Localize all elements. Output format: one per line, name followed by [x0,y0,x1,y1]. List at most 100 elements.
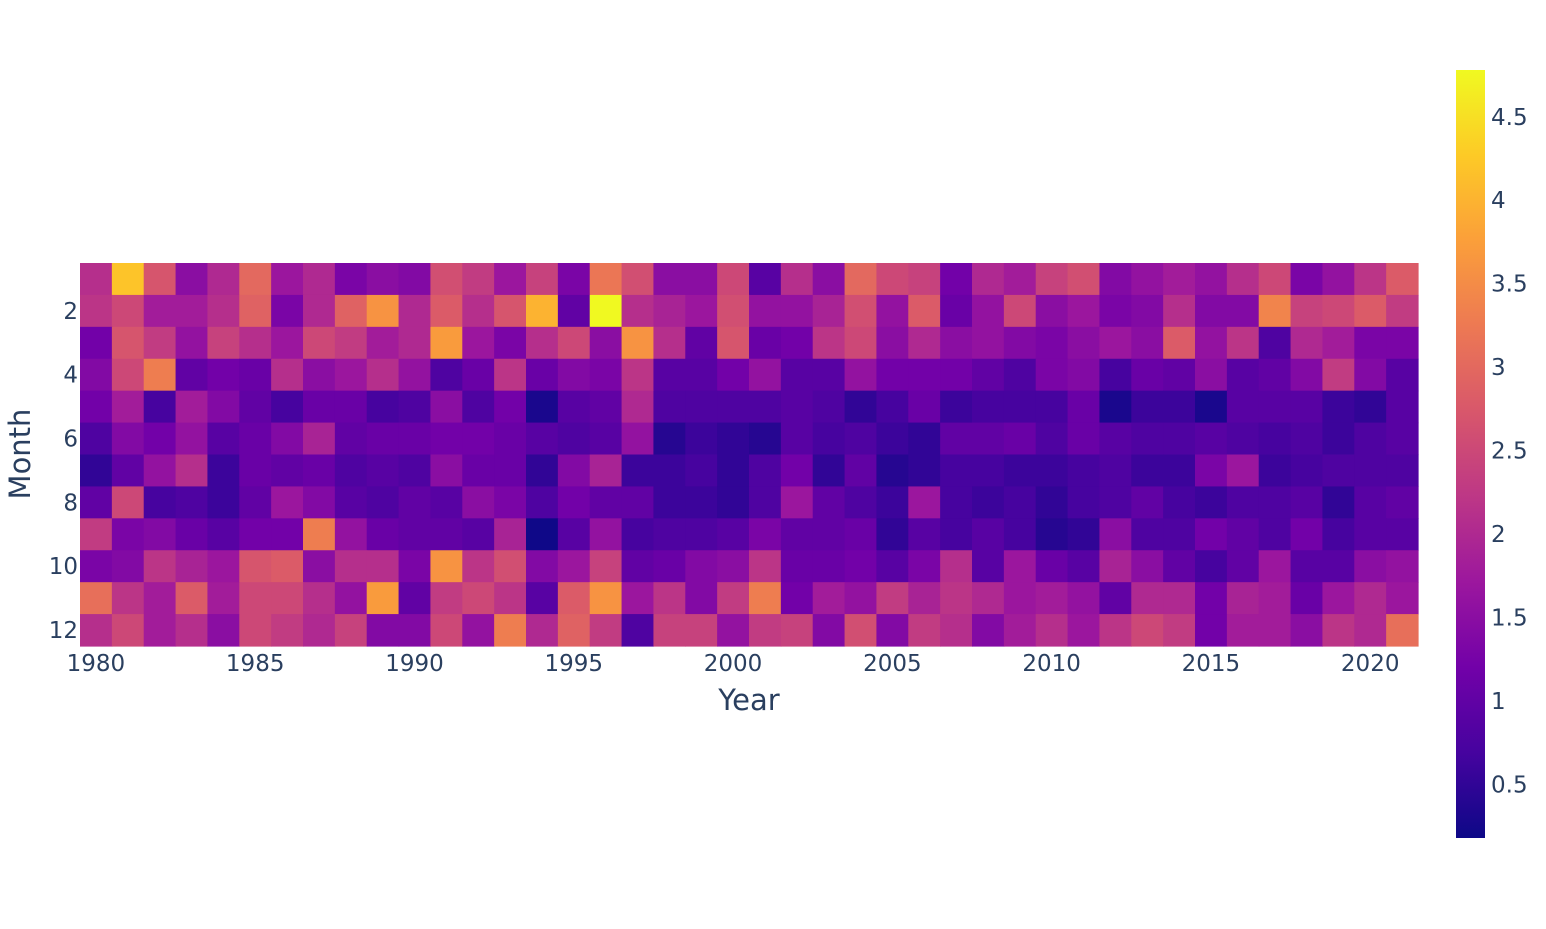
heatmap-cell [399,518,431,551]
heatmap-cell [1195,359,1227,392]
heatmap-cell [1291,455,1323,488]
heatmap-cell [1099,614,1131,647]
heatmap-cell [207,423,239,456]
heatmap-cell [1354,423,1386,456]
heatmap-cell [335,455,367,488]
heatmap-cell [1131,327,1163,360]
heatmap-cell [1163,486,1195,519]
heatmap-cell [685,359,717,392]
heatmap-cell [367,359,399,392]
heatmap-cell [1227,327,1259,360]
heatmap-cell [494,455,526,488]
heatmap-cell [1068,455,1100,488]
heatmap-cell [176,582,208,615]
heatmap-cell [1354,263,1386,296]
heatmap-cell [1099,582,1131,615]
heatmap-cell [1163,550,1195,583]
heatmap-cell [1068,295,1100,328]
heatmap-cell [972,359,1004,392]
heatmap-cell [1068,391,1100,424]
heatmap-cell [1131,486,1163,519]
heatmap-cell [845,423,877,456]
heatmap-cell [876,518,908,551]
heatmap-cell [622,455,654,488]
heatmap-cell [430,423,462,456]
heatmap-cell [590,518,622,551]
heatmap-cell [303,295,335,328]
heatmap-cells [80,263,1419,647]
heatmap-cell [590,582,622,615]
heatmap-cell [622,550,654,583]
heatmap-cell [653,518,685,551]
heatmap-cell [271,263,303,296]
heatmap-cell [1036,614,1068,647]
heatmap-cell [239,423,271,456]
heatmap-cell [176,295,208,328]
heatmap-cell [526,295,558,328]
heatmap-cell [176,359,208,392]
heatmap-cell [1322,518,1354,551]
heatmap-cell [494,423,526,456]
heatmap-cell [1291,614,1323,647]
heatmap-cell [781,550,813,583]
heatmap-cell [876,295,908,328]
heatmap-cell [367,295,399,328]
heatmap-cell [1099,359,1131,392]
heatmap-cell [781,327,813,360]
x-tick-label: 1980 [67,651,126,677]
heatmap-cell [1131,582,1163,615]
heatmap-cell [399,423,431,456]
heatmap-cell [813,295,845,328]
heatmap-cell [526,614,558,647]
heatmap-cell [940,423,972,456]
heatmap-cell [1004,295,1036,328]
heatmap-cell [1163,582,1195,615]
heatmap-cell [876,359,908,392]
heatmap-cell [876,263,908,296]
heatmap-cell [367,455,399,488]
heatmap-cell [399,614,431,647]
heatmap-cell [1322,614,1354,647]
heatmap-cell [367,423,399,456]
colorbar-tick-label: 1.5 [1491,606,1528,632]
heatmap-cell [367,327,399,360]
heatmap-cell [1004,518,1036,551]
heatmap-cell [1195,455,1227,488]
heatmap-cell [303,550,335,583]
heatmap-cell [176,550,208,583]
heatmap-cell [462,359,494,392]
heatmap-cell [80,391,112,424]
heatmap-cell [845,263,877,296]
heatmap-cell [972,550,1004,583]
heatmap-cell [685,263,717,296]
heatmap-cell [1227,391,1259,424]
heatmap-cell [239,486,271,519]
heatmap-cell [526,518,558,551]
heatmap-cell [1259,327,1291,360]
heatmap-cell [1322,582,1354,615]
heatmap-cell [845,614,877,647]
heatmap-cell [1068,550,1100,583]
heatmap-cell [1099,423,1131,456]
heatmap-cell [303,455,335,488]
heatmap-cell [590,423,622,456]
heatmap-cell [239,295,271,328]
heatmap-cell [1195,391,1227,424]
x-tick-label: 2010 [1022,651,1081,677]
heatmap-cell [1163,263,1195,296]
heatmap-cell [908,550,940,583]
heatmap-cell [1354,295,1386,328]
heatmap-cell [1259,359,1291,392]
heatmap-cell [558,582,590,615]
heatmap-cell [462,263,494,296]
heatmap-cell [558,295,590,328]
heatmap-cell [717,359,749,392]
y-tick-label: 12 [49,618,78,644]
heatmap-cell [1068,263,1100,296]
heatmap-cell [1386,455,1418,488]
heatmap-cell [494,518,526,551]
heatmap-cell [749,327,781,360]
heatmap-cell [239,550,271,583]
heatmap-cell [1354,391,1386,424]
y-tick-label: 8 [63,490,78,516]
